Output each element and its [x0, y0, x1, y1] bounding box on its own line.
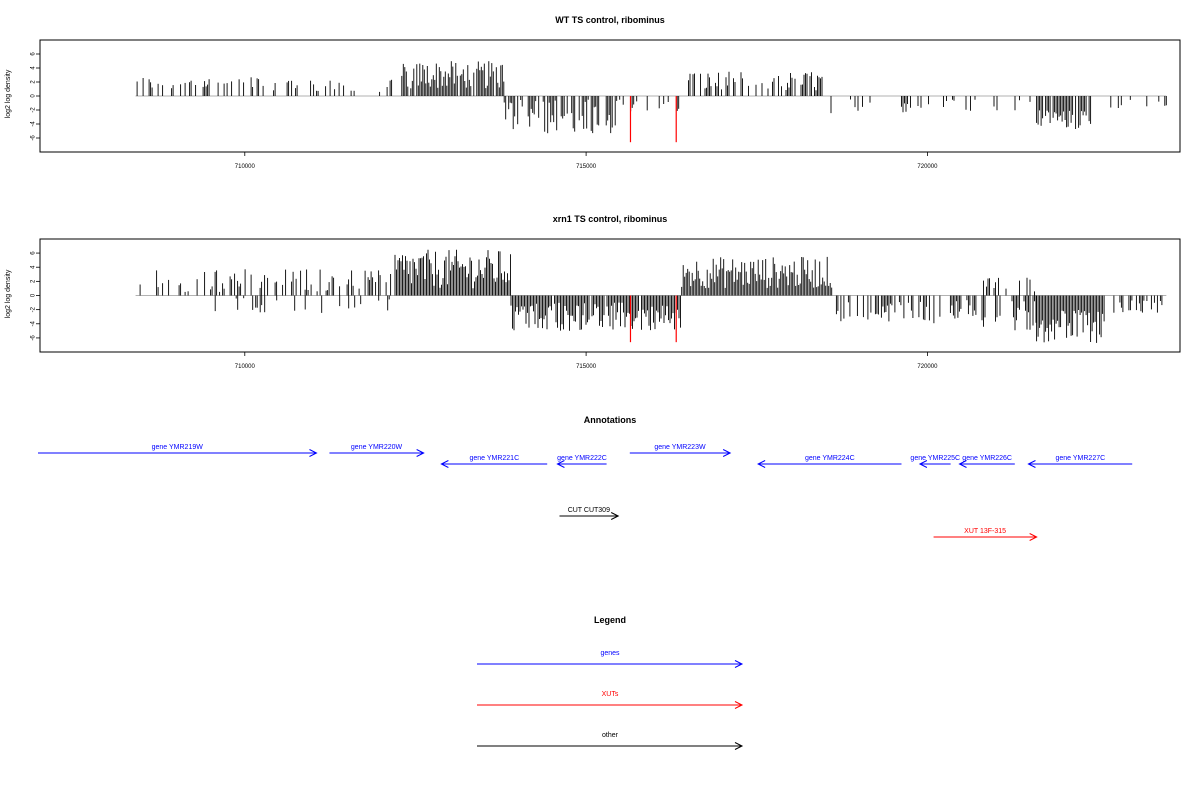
annotation-label: gene YMR226C — [962, 455, 1012, 462]
annotation-arrow-head — [610, 512, 620, 520]
annotation-arrow-head — [440, 460, 449, 468]
legend-label: XUTs — [602, 691, 619, 698]
annotation-label: gene YMR225C — [910, 455, 960, 462]
y-axis: 6 4 2 0 -2 -4 -6 — [31, 52, 40, 141]
y-axis-label: log2 log density — [5, 69, 12, 118]
y-tick-label: -6 — [31, 335, 37, 341]
x-tick-label: 720000 — [917, 164, 938, 170]
wt-density-panel: WT TS control, ribominus log2 log densit… — [5, 15, 1181, 170]
annotation-arrow-head — [722, 449, 732, 457]
y-tick-label: 6 — [31, 251, 37, 255]
x-axis: 710000 715000 720000 — [235, 152, 938, 170]
annotation-arrow-head — [556, 460, 565, 468]
y-tick-label: -2 — [31, 306, 37, 312]
annotation-label: gene YMR219W — [152, 444, 204, 451]
y-tick-label: 6 — [31, 52, 37, 56]
legend-arrow-head — [734, 660, 744, 668]
x-tick-label: 710000 — [235, 364, 256, 370]
y-tick-label: 2 — [31, 80, 37, 84]
y-tick-label: -4 — [31, 320, 37, 326]
legend-label: other — [602, 732, 619, 739]
annotation-label: gene YMR223W — [654, 444, 706, 451]
y-tick-label: -2 — [31, 107, 37, 113]
x-tick-label: 710000 — [235, 164, 256, 170]
annotation-label: gene YMR227C — [1055, 455, 1105, 462]
annotation-label: gene YMR220W — [351, 444, 403, 451]
annotation-label: XUT 13F-315 — [964, 528, 1006, 535]
annotation-arrow-head — [1027, 460, 1036, 468]
y-tick-label: -6 — [31, 135, 37, 141]
annotation-arrow-head — [1029, 533, 1038, 541]
annotations-track: Annotations gene YMR219W gene YMR220Wgene… — [38, 415, 1133, 541]
y-axis-label: log2 log density — [5, 269, 12, 318]
density-bars — [135, 249, 1167, 343]
annotation-label: gene YMR221C — [469, 455, 519, 462]
annotations-title: Annotations — [584, 415, 637, 425]
annotation-label: gene YMR224C — [805, 455, 855, 462]
y-tick-label: 2 — [31, 279, 37, 283]
legend-items: genes XUTs other — [477, 650, 744, 750]
annotation-label: gene YMR222C — [557, 455, 607, 462]
y-tick-label: 4 — [31, 265, 37, 269]
annotation-arrows: gene YMR219W gene YMR220W gene YMR221C gene… — [38, 444, 1133, 541]
x-axis: 710000 715000 720000 — [235, 352, 938, 370]
y-axis: 6 4 2 0 -2 -4 -6 — [31, 251, 40, 341]
annotation-arrow-head — [757, 460, 766, 468]
annotation-arrow-head — [958, 460, 967, 468]
panel-title: xrn1 TS control, ribominus — [553, 214, 668, 224]
legend: Legend genes XUTs other — [477, 615, 744, 750]
legend-arrow-head — [734, 742, 744, 750]
density-bars — [135, 61, 1167, 143]
x-tick-label: 715000 — [576, 364, 597, 370]
annotation-label: CUT CUT309 — [568, 507, 610, 514]
x-tick-label: 720000 — [917, 364, 938, 370]
xrn1-density-panel: xrn1 TS control, ribominus log2 log dens… — [5, 214, 1181, 370]
annotation-arrow-head — [416, 449, 425, 457]
y-tick-label: 0 — [31, 94, 37, 98]
legend-label: genes — [600, 650, 620, 657]
annotation-arrow-head — [309, 449, 318, 457]
y-tick-label: -4 — [31, 121, 37, 127]
y-tick-label: 0 — [31, 293, 37, 297]
legend-title: Legend — [594, 615, 626, 625]
panel-title: WT TS control, ribominus — [555, 15, 665, 25]
annotation-arrow-head — [918, 460, 928, 468]
y-tick-label: 4 — [31, 66, 37, 70]
x-tick-label: 715000 — [576, 164, 597, 170]
legend-arrow-head — [734, 701, 744, 709]
